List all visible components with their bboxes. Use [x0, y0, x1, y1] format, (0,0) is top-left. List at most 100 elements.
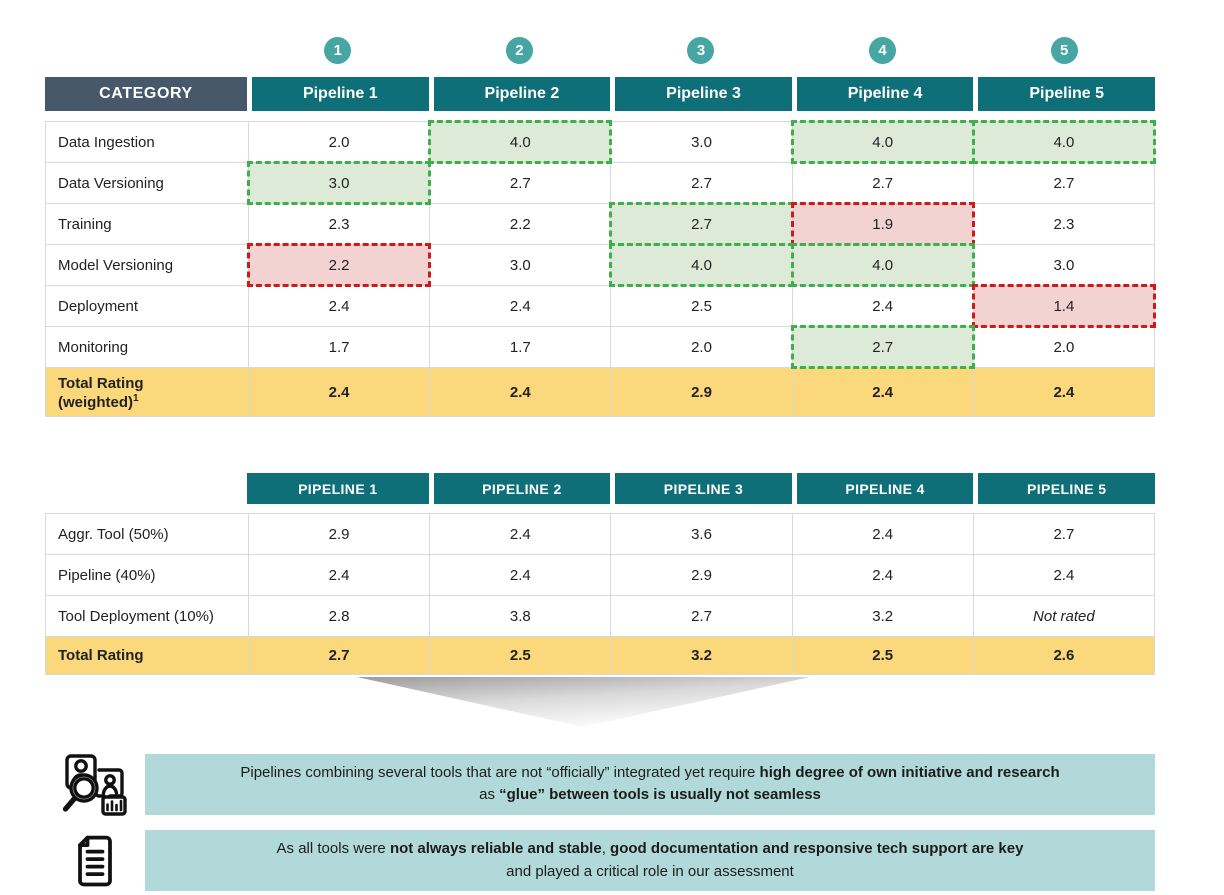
- pipeline-number-badge: 3: [687, 37, 715, 64]
- rating-cell: 2.4: [791, 514, 973, 554]
- pipeline-number-badge: 5: [1050, 37, 1078, 64]
- rating-cell: 1.7: [429, 327, 610, 367]
- table-row: Deployment 2.4 2.4 2.5 2.4 1.4: [46, 284, 1157, 328]
- rating-cell: 3.0: [972, 245, 1154, 285]
- table-row: Data Versioning 3.0 2.7 2.7 2.7 2.7: [46, 161, 1154, 205]
- table-row: Pipeline (40%) 2.4 2.4 2.9 2.4 2.4: [46, 555, 1154, 596]
- callout-1-text: Pipelines combining several tools that a…: [240, 763, 1060, 804]
- table2-header-pipeline-1: PIPELINE 1: [247, 473, 429, 504]
- total-rating-cell: 2.9: [610, 368, 791, 416]
- rating-cell: 2.0: [610, 327, 791, 367]
- circle-spacer: [45, 37, 247, 64]
- table1-body: Data Ingestion 2.0 4.0 3.0 4.0 4.0 Data Versio…: [45, 120, 1157, 417]
- table2-header-pipeline-2: PIPELINE 2: [433, 473, 611, 504]
- table2-header-pipeline-5: PIPELINE 5: [978, 473, 1155, 504]
- circle-cell: 4: [792, 37, 974, 64]
- callout-row-2: As all tools were not always reliable an…: [45, 830, 1155, 891]
- pipeline-number-badge: 2: [505, 37, 533, 64]
- row-label: Monitoring: [58, 338, 129, 356]
- rating-cell: 2.7: [790, 325, 976, 369]
- row-label: Pipeline (40%): [58, 566, 156, 584]
- row-label: Data Ingestion: [58, 133, 155, 151]
- total-rating-row: Total Rating 2.7 2.5 3.2 2.5 2.6: [46, 637, 1154, 674]
- table-row: Data Ingestion 2.0 4.0 3.0 4.0 4.0: [46, 120, 1157, 164]
- rating-cell: 2.7: [429, 163, 610, 203]
- key-takeaways: Pipelines combining several tools that a…: [45, 748, 1155, 891]
- total-rating-cell: 2.4: [972, 368, 1154, 416]
- rating-cell: 2.9: [248, 514, 429, 554]
- total-rating-row: Total Rating (weighted)1 2.4 2.4 2.9 2.4 2.4: [46, 368, 1154, 416]
- pipeline-number-row: 1 2 3 4 5: [45, 37, 1155, 64]
- table-row: Tool Deployment (10%) 2.8 3.8 2.7 3.2 Not rat…: [46, 596, 1154, 637]
- total-rating-cell: 2.7: [248, 637, 429, 674]
- row-label: Training: [58, 215, 112, 233]
- rating-cell: 2.4: [972, 555, 1154, 595]
- total-rating-cell: 3.2: [610, 637, 791, 674]
- rating-cell: 3.6: [610, 514, 791, 554]
- circle-cell: 1: [247, 37, 429, 64]
- rating-cell: 2.7: [610, 596, 791, 636]
- total-rating-cell: 2.4: [429, 368, 610, 416]
- circle-cell: 2: [429, 37, 611, 64]
- rating-cell: 2.4: [429, 555, 610, 595]
- rating-cell: 2.8: [248, 596, 429, 636]
- pipeline-number-badge: 1: [324, 37, 352, 64]
- table2-header-pipeline-4: PIPELINE 4: [796, 473, 974, 504]
- total-rating-cell: 2.5: [429, 637, 610, 674]
- rating-cell: 3.0: [610, 122, 791, 162]
- rating-cell: 4.0: [971, 120, 1157, 164]
- aggregate-ratings-table: PIPELINE 1 PIPELINE 2 PIPELINE 3 PIPELINE 4…: [45, 473, 1155, 675]
- table1-header-category: CATEGORY: [45, 77, 247, 111]
- table1-header-pipeline-2: Pipeline 2: [433, 77, 611, 111]
- row-label: Tool Deployment (10%): [58, 607, 214, 625]
- table2-header: PIPELINE 1 PIPELINE 2 PIPELINE 3 PIPELINE 4…: [45, 473, 1155, 504]
- total-rating-cell: 2.6: [972, 637, 1154, 674]
- rating-cell: 2.4: [791, 286, 973, 326]
- total-rating-label: Total Rating: [58, 647, 144, 664]
- row-label: Data Versioning: [58, 174, 164, 192]
- rating-cell: 1.9: [790, 202, 976, 246]
- rating-cell: 2.4: [248, 286, 429, 326]
- rating-cell: 2.5: [610, 286, 791, 326]
- table1-header-pipeline-3: Pipeline 3: [615, 77, 792, 111]
- rating-cell: 1.7: [248, 327, 429, 367]
- rating-cell: 2.2: [246, 243, 432, 287]
- rating-cell: 2.4: [248, 555, 429, 595]
- rating-cell: 2.0: [248, 122, 429, 162]
- callout-row-1: Pipelines combining several tools that a…: [45, 748, 1155, 820]
- rating-cell: 2.4: [429, 514, 610, 554]
- document-icon: [45, 831, 145, 891]
- people-search-chart-icon: [45, 748, 145, 820]
- rating-cell: 2.9: [610, 555, 791, 595]
- rating-cell: 4.0: [428, 120, 613, 164]
- table1-header: CATEGORY Pipeline 1 Pipeline 2 Pipeline 3 Pi…: [45, 77, 1155, 111]
- rating-cell: Not rated: [972, 596, 1154, 636]
- rating-cell: 3.2: [791, 596, 973, 636]
- callout-1: Pipelines combining several tools that a…: [145, 753, 1155, 815]
- table2-header-pipeline-3: PIPELINE 3: [615, 473, 792, 504]
- rating-cell: 2.7: [972, 514, 1154, 554]
- table1-header-pipeline-5: Pipeline 5: [978, 77, 1155, 111]
- total-rating-label: Total Rating (weighted)1: [58, 375, 144, 411]
- pipeline-number-badge: 4: [869, 37, 897, 64]
- table2-header-spacer: [45, 473, 247, 504]
- rating-cell: 2.7: [610, 163, 791, 203]
- row-label: Aggr. Tool (50%): [58, 525, 169, 543]
- table-row: Training 2.3 2.2 2.7 1.9 2.3: [46, 202, 1154, 246]
- callout-2: As all tools were not always reliable an…: [145, 830, 1155, 891]
- rating-cell: 2.0: [972, 327, 1154, 367]
- rating-cell: 4.0: [790, 120, 976, 164]
- rating-cell: 3.0: [246, 161, 432, 205]
- rating-cell: 2.7: [791, 163, 973, 203]
- table1-header-pipeline-1: Pipeline 1: [252, 77, 429, 111]
- rating-cell: 2.4: [791, 555, 973, 595]
- down-arrow: [357, 677, 810, 727]
- callout-2-text: As all tools were not always reliable an…: [276, 840, 1024, 880]
- rating-cell: 3.0: [429, 245, 610, 285]
- rating-cell: 3.8: [429, 596, 610, 636]
- rating-cell: 2.2: [429, 204, 610, 244]
- table-row: Model Versioning 2.2 3.0 4.0 4.0 3.0: [46, 243, 1154, 287]
- rating-cell: 4.0: [609, 243, 794, 287]
